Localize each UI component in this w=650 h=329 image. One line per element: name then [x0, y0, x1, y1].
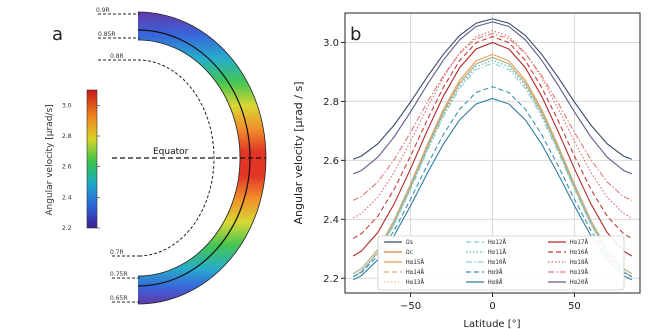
panel-a: a 2.2 2.4 2.6 2.8 3.0 Angular velocity [µrad…: [45, 7, 267, 305]
x-tick-label: 0: [489, 301, 495, 312]
series-line: [353, 18, 632, 160]
contour-label: 0.9R: [96, 7, 110, 14]
colorbar-tick-label: 2.2: [62, 225, 72, 232]
plot-frame: [344, 12, 641, 294]
series-line: [352, 30, 633, 219]
legend-label: Hα20Å: [570, 279, 588, 286]
y-tick-label: 3.0: [323, 38, 339, 49]
y-tick-label: 2.4: [323, 215, 339, 226]
legend-label: Hα12Å: [488, 239, 506, 246]
series-line: [352, 41, 633, 257]
series-line: [352, 97, 633, 281]
series-line: [352, 62, 633, 278]
legend-label: Hα19Å: [570, 269, 588, 276]
colorbar-tick-label: 2.4: [62, 194, 72, 201]
legend-label: Hα8Å: [488, 279, 503, 286]
colorbar: [86, 89, 98, 229]
contour-label: 0.7R: [110, 249, 124, 256]
series-line: [352, 56, 633, 278]
series-line: [352, 56, 633, 275]
colorbar-tick-label: 3.0: [62, 102, 72, 109]
legend-box: [377, 235, 625, 291]
series-line: [352, 36, 633, 239]
y-tick-label: 2.8: [323, 97, 339, 108]
legend-label: Hα15Å: [406, 259, 424, 266]
series-lines: [352, 18, 633, 281]
legend-label: Hα17Å: [570, 239, 588, 246]
contour-label: 0.75R: [110, 271, 128, 278]
series-line: [352, 21, 633, 175]
equator-label: Equator: [153, 147, 189, 157]
shell-heatmap: [138, 12, 266, 304]
x-tick-label: −50: [400, 301, 421, 312]
legend: Ωs Ωc Hα15Å Hα14Å Hα13Å Hα12Å Hα11Å Hα10Å Hα9Å Hα…: [377, 235, 625, 291]
legend-label: Ωs: [406, 239, 414, 246]
colorbar-tick-label: 2.6: [62, 164, 72, 171]
series-line: [352, 86, 633, 278]
legend-label: Hα18Å: [570, 259, 588, 266]
contour-label: 0.85R: [98, 31, 116, 38]
contour-label: 0.65R: [110, 295, 128, 302]
legend-label: Hα13Å: [406, 279, 424, 286]
legend-label: Hα14Å: [406, 269, 424, 276]
panel-label-b: b: [350, 24, 361, 45]
panel-b: −50 0 50 2.2 2.4 2.6 2.8 3.0 b Angular velocity…: [292, 12, 641, 329]
contour-line-inner: [137, 39, 241, 277]
axes: −50 0 50 2.2 2.4 2.6 2.8 3.0: [323, 38, 581, 312]
series-line: [352, 33, 633, 201]
colorbar-tick-label: 2.8: [62, 133, 72, 140]
legend-label: Hα11Å: [488, 249, 506, 256]
legend-label: Hα10Å: [488, 259, 506, 266]
contour-label: 0.8R: [110, 53, 124, 60]
y-tick-label: 2.6: [323, 156, 339, 167]
colorbar-label: Angular velocity [µrad/s]: [45, 104, 55, 215]
y-axis-label: Angular velocity [µrad / s]: [292, 81, 305, 224]
core-boundary: [137, 59, 215, 257]
contour-labels: 0.9R 0.85R 0.8R 0.7R 0.75R 0.65R: [96, 7, 128, 302]
y-tick-label: 2.2: [323, 274, 339, 285]
legend-label: Hα16Å: [570, 249, 588, 256]
colorbar-ticks: 2.2 2.4 2.6 2.8 3.0: [62, 102, 100, 232]
x-tick-label: 50: [568, 301, 581, 312]
legend-label: Ωc: [406, 249, 414, 256]
x-axis-label: Latitude [°]: [463, 319, 520, 329]
panel-label-a: a: [52, 24, 63, 45]
legend-label: Hα9Å: [488, 269, 503, 276]
